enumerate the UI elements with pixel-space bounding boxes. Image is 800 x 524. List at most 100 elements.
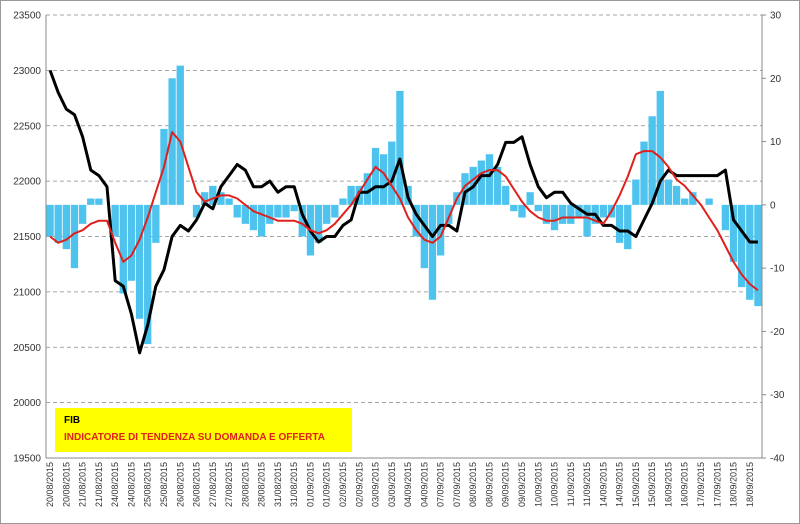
x-tick-label: 24/08/2015	[110, 462, 120, 507]
x-tick-label: 14/09/2015	[598, 462, 608, 507]
bar	[282, 204, 290, 218]
bar	[46, 204, 54, 237]
bar	[119, 204, 127, 294]
bar	[95, 198, 103, 205]
bar	[144, 204, 152, 345]
bar	[200, 192, 209, 205]
bar	[127, 204, 136, 281]
legend-entry: FIB	[64, 415, 80, 426]
bar	[502, 185, 510, 205]
bar	[168, 78, 176, 205]
line-series	[49, 131, 759, 292]
y-tick-label: 20500	[13, 343, 41, 354]
bar	[477, 160, 485, 205]
y2-tick-label: 10	[770, 137, 782, 148]
x-tick-label: 16/09/2015	[680, 462, 690, 507]
bar	[209, 185, 217, 205]
bar	[396, 90, 404, 205]
bar	[721, 204, 730, 231]
line-series	[48, 69, 758, 355]
y-tick-label: 21000	[13, 287, 41, 298]
x-tick-label: 26/08/2015	[192, 462, 202, 507]
bar	[689, 192, 697, 205]
x-tick-label: 03/09/2015	[387, 462, 397, 507]
bar	[550, 204, 559, 231]
bar	[298, 204, 306, 237]
bar	[664, 179, 673, 205]
x-tick-label: 08/09/2015	[484, 462, 494, 507]
x-tick-label: 20/08/2015	[61, 462, 71, 507]
bar	[176, 65, 184, 205]
x-tick-label: 14/09/2015	[615, 462, 625, 507]
bar	[558, 204, 567, 224]
bar	[371, 147, 380, 205]
bar	[542, 204, 551, 224]
bar	[493, 166, 502, 205]
y-tick-label: 22000	[13, 177, 41, 188]
y-tick-label: 22500	[13, 121, 41, 132]
x-tick-label: 31/08/2015	[273, 462, 283, 507]
x-tick-label: 09/09/2015	[501, 462, 511, 507]
x-tick-label: 07/09/2015	[436, 462, 446, 507]
y-tick-label: 23500	[13, 11, 41, 22]
bar	[705, 198, 713, 205]
bar	[526, 192, 534, 205]
legend-box	[55, 408, 352, 452]
bar	[249, 204, 258, 231]
x-tick-label: 01/09/2015	[305, 462, 315, 507]
x-tick-label: 18/09/2015	[745, 462, 755, 507]
bar	[323, 204, 331, 224]
plot-area: 19500 20000 20500 21000 21500 22000 22500 23000…	[13, 11, 785, 508]
bar	[648, 116, 656, 205]
bar	[388, 141, 396, 205]
x-tick-label: 11/09/2015	[582, 462, 592, 506]
y2-tick-label: -10	[770, 264, 785, 275]
x-tick-label: 10/09/2015	[533, 462, 543, 507]
bar	[217, 192, 225, 205]
y-tick-label: 21500	[13, 232, 41, 243]
bar	[445, 204, 453, 224]
y2-tick-label: -40	[770, 454, 785, 465]
x-tick-label: 28/08/2015	[240, 462, 250, 507]
bar	[331, 204, 339, 218]
x-tick-label: 08/09/2015	[468, 462, 478, 507]
bar	[257, 204, 266, 237]
bar	[583, 204, 591, 237]
x-tick-label: 04/09/2015	[403, 462, 413, 507]
bar	[225, 198, 233, 205]
bar	[632, 179, 640, 205]
x-tick-label: 21/08/2015	[78, 462, 88, 507]
bar	[681, 198, 689, 205]
bar	[339, 198, 347, 205]
bar	[754, 204, 762, 307]
y-tick-label: 23000	[13, 66, 41, 77]
x-tick-label: 01/09/2015	[322, 462, 332, 507]
y-tick-label: 19500	[13, 454, 41, 465]
bar	[290, 204, 298, 212]
x-tick-label: 07/09/2015	[452, 462, 462, 507]
bar	[461, 173, 469, 205]
bar	[485, 154, 494, 205]
y-tick-label: 20000	[13, 398, 41, 409]
bar	[152, 204, 160, 243]
x-tick-label: 25/08/2015	[159, 462, 169, 507]
bar	[615, 204, 624, 243]
bar	[241, 204, 250, 224]
x-tick-label: 17/09/2015	[712, 462, 722, 507]
x-tick-label: 02/09/2015	[338, 462, 348, 507]
bar	[412, 204, 420, 237]
x-tick-label: 27/08/2015	[224, 462, 234, 507]
bar	[274, 204, 282, 218]
bar	[640, 141, 648, 205]
x-tick-label: 31/08/2015	[289, 462, 299, 507]
x-tick-label: 02/09/2015	[354, 462, 364, 507]
bar	[111, 204, 119, 237]
bar	[192, 204, 201, 218]
bar	[624, 204, 632, 250]
bar	[347, 185, 355, 205]
x-tick-label: 24/08/2015	[126, 462, 136, 507]
x-tick-label: 03/09/2015	[371, 462, 381, 507]
y2-tick-label: -20	[770, 327, 785, 338]
bar	[428, 204, 437, 300]
